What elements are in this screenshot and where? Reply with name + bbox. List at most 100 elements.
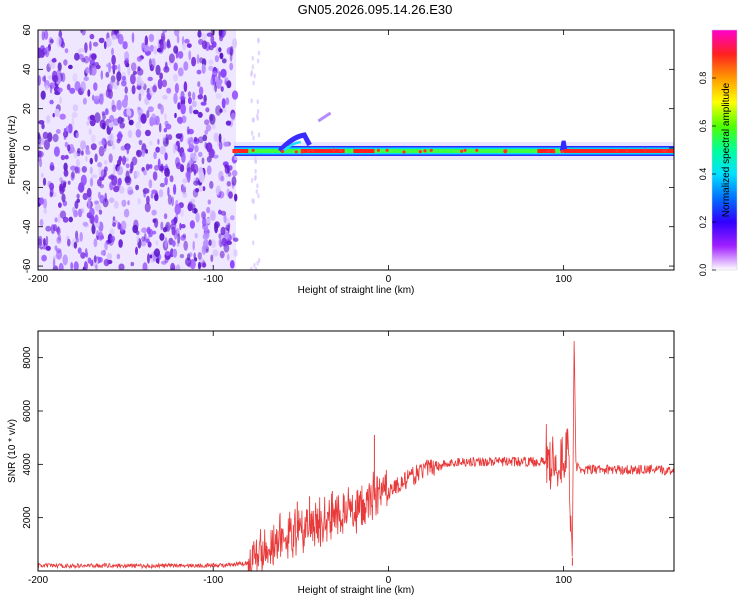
noise-blob [177,117,183,125]
noise-blob [173,62,178,71]
noise-blob [233,249,238,257]
band-hot-dot [294,150,298,154]
band-hot-dot [300,150,304,154]
noise-blob [111,34,117,41]
noise-blob [85,148,90,154]
noise-blob [98,209,103,215]
noise-blob [57,213,61,224]
noise-blob [255,189,258,195]
colorbar-frame [711,29,738,271]
noise-blob [256,115,259,121]
noise-blob [198,185,204,192]
noise-blob [164,61,168,70]
noise-blob [201,64,206,74]
noise-blob [210,254,214,262]
noise-blob [109,80,114,90]
noise-blob [219,250,225,259]
noise-blob [141,227,148,233]
noise-blob [164,258,169,263]
noise-blob [218,133,222,143]
band-hot-dot [463,148,467,152]
noise-blob [74,81,81,92]
noise-blob [193,136,198,143]
noise-blob [251,198,254,204]
noise-blob [59,210,67,219]
snr-y-tick: 8000 [22,346,674,369]
spectrogram-panel: -200 -100 0 100 60 40 20 0 -20 -40 -60 Height of … [7,24,675,296]
noise-blob [173,216,178,224]
noise-blob [254,174,257,180]
noise-blob [94,214,99,224]
noise-blob [54,217,58,223]
noise-blob [123,208,130,218]
noise-blob [100,250,105,256]
noise-blob [152,218,157,223]
noise-blob [227,171,232,177]
spectrogram-x-label: Height of straight line (km) [298,285,415,296]
noise-blob [73,150,78,159]
noise-blob [80,30,83,33]
noise-blob [63,59,68,66]
noise-blob [218,191,225,199]
band-hot-dot [475,148,479,152]
noise-blob [72,206,75,214]
spectrogram-y-tick: 20 [22,103,674,114]
noise-blob [254,213,257,219]
noise-blob [183,240,188,251]
noise-blob [202,262,207,268]
svg-text:8000: 8000 [22,346,33,369]
noise-blob [167,44,172,48]
noise-blob [77,247,82,254]
noise-blob [205,124,212,132]
noise-blob [196,69,202,75]
snr-x-tick: -100 [203,331,224,586]
noise-blob [59,96,62,105]
noise-blob [192,91,196,101]
noise-blob [167,194,172,205]
noise-blob [209,180,214,189]
noise-blob [106,253,113,260]
noise-blob [146,110,150,119]
band-hot-dot [376,148,380,152]
band-hot-segment [300,148,345,153]
noise-blob [107,259,113,265]
noise-blob [45,235,49,246]
noise-blob [153,151,157,160]
noise-blob [218,30,223,37]
noise-blob [119,122,125,129]
band-hot-dot [429,148,433,152]
colorbar-label: Normalized spectral amplitude [721,82,732,217]
noise-blob [225,120,232,126]
noise-blob [195,212,200,223]
noise-blob [180,224,186,229]
noise-blob [229,260,235,269]
snr-x-axis: -200 -100 0 100 [28,331,572,586]
noise-blob [155,64,161,76]
noise-blob [48,75,53,80]
spectrogram-y-tick: -20 [22,180,674,195]
noise-blob [159,145,166,155]
noise-blob [208,45,214,51]
snr-series [38,340,674,571]
noise-blob [163,213,168,220]
noise-blob [228,165,233,171]
figure-title: GN05.2026.095.14.26.E30 [298,2,453,17]
noise-blob [204,119,210,126]
noise-blob [78,48,85,53]
noise-blob [166,87,172,94]
noise-blob [257,50,261,56]
band-hot-dot [552,150,556,154]
noise-blob [63,169,69,177]
noise-blob [208,148,215,159]
noise-blob [89,114,95,121]
noise-blob [194,257,198,262]
noise-blob [175,48,179,59]
noise-blob [127,129,133,139]
noise-blob [52,113,55,118]
noise-blob [135,129,142,138]
noise-blob [53,146,60,157]
noise-blob [108,89,113,100]
noise-blob [113,30,119,34]
noise-blob [231,170,238,177]
